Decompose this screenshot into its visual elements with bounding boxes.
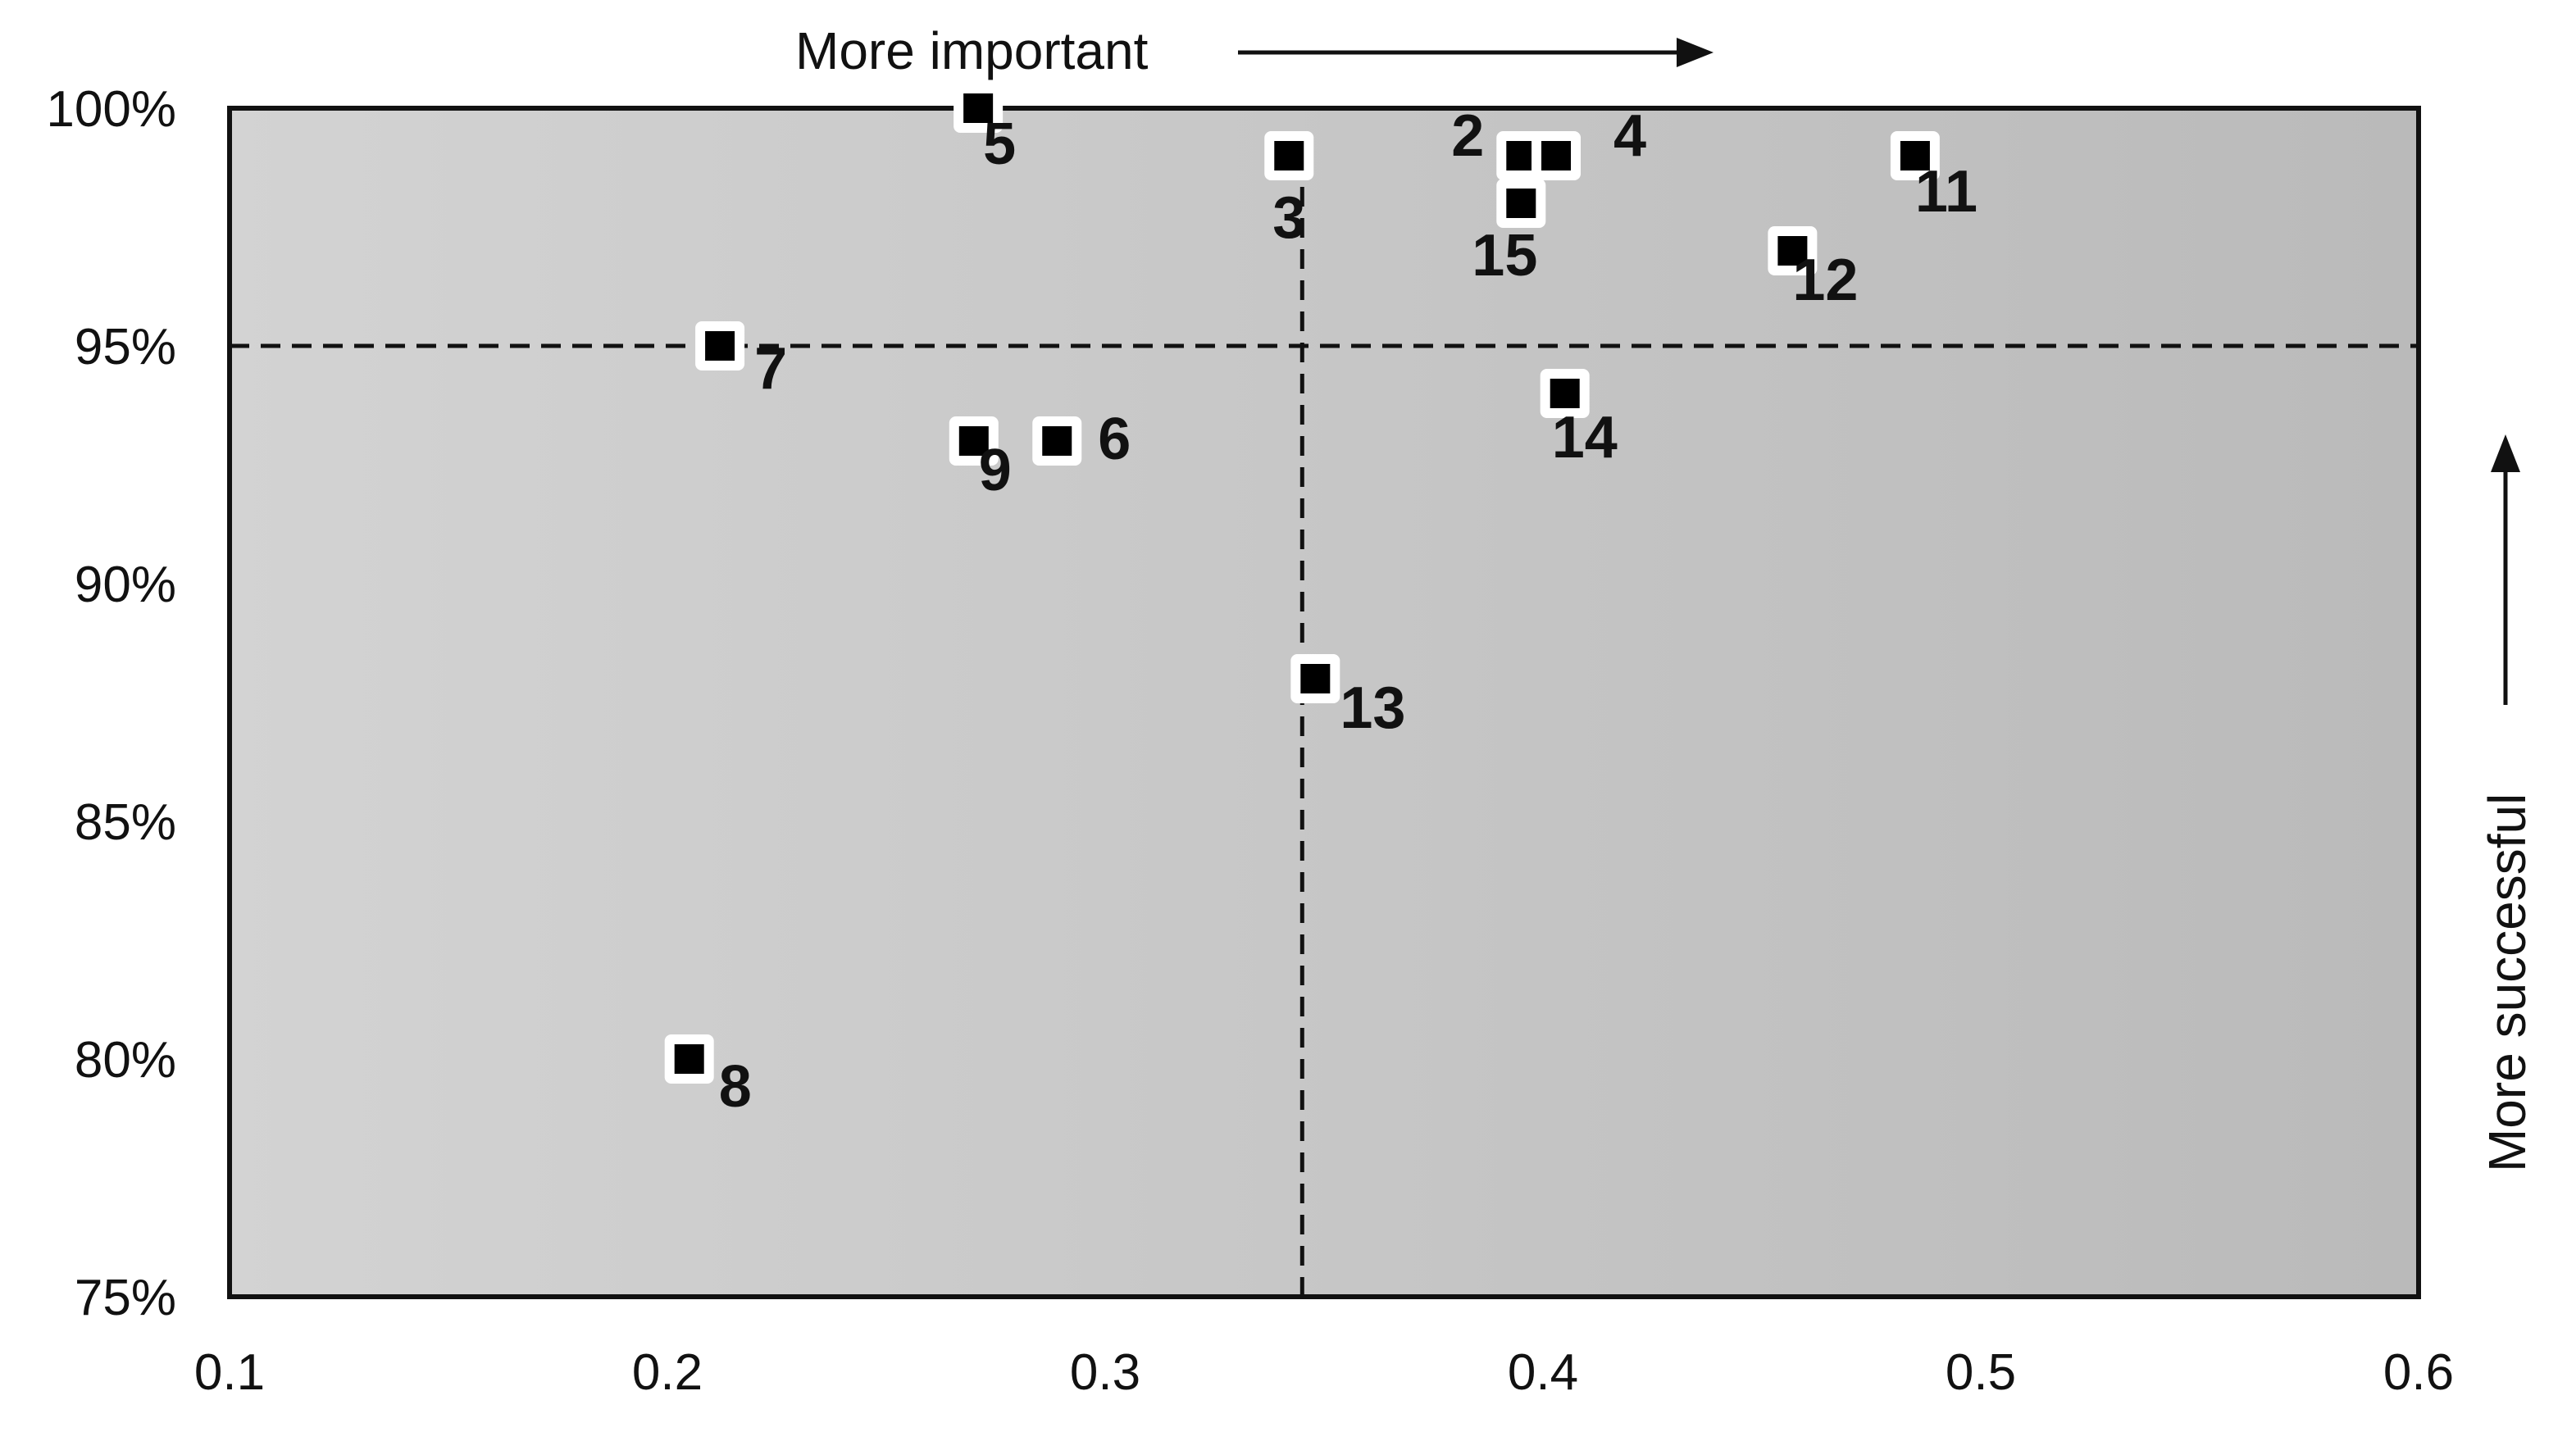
point-marker <box>1550 379 1580 408</box>
point-marker <box>705 331 735 361</box>
point-label: 13 <box>1340 675 1405 741</box>
x-tick-label: 0.6 <box>2383 1344 2454 1401</box>
point-label: 15 <box>1472 223 1537 289</box>
point-label: 6 <box>1098 407 1131 472</box>
point-marker <box>1506 189 1536 218</box>
point-marker <box>963 93 994 123</box>
point-label: 5 <box>983 111 1016 177</box>
y-tick-label: 95% <box>75 319 176 375</box>
x-direction-label: More important <box>795 21 1149 80</box>
point-marker <box>1900 141 1930 170</box>
x-tick-label: 0.5 <box>1946 1344 2016 1401</box>
point-marker <box>1274 141 1304 170</box>
y-tick-label: 90% <box>75 557 176 613</box>
point-marker <box>1506 141 1536 170</box>
y-direction-label: More successful <box>2478 793 2537 1172</box>
point-label: 9 <box>979 438 1012 503</box>
point-label: 11 <box>1915 159 1978 225</box>
y-tick-label: 100% <box>46 81 176 138</box>
point-label: 3 <box>1272 185 1305 251</box>
point-marker <box>1777 236 1808 266</box>
point-marker <box>674 1044 704 1074</box>
point-label: 14 <box>1552 405 1618 470</box>
point-label: 7 <box>754 336 787 402</box>
point-marker <box>1541 141 1572 170</box>
point-label: 4 <box>1613 103 1646 169</box>
x-tick-label: 0.4 <box>1508 1344 1578 1401</box>
y-direction-arrowhead <box>2491 434 2520 472</box>
y-tick-label: 80% <box>75 1032 176 1089</box>
x-tick-label: 0.3 <box>1070 1344 1140 1401</box>
y-tick-label: 75% <box>75 1270 176 1326</box>
point-marker <box>958 426 989 456</box>
point-label: 8 <box>719 1054 752 1120</box>
x-tick-label: 0.1 <box>194 1344 265 1401</box>
point-marker <box>1300 664 1331 693</box>
point-label: 12 <box>1792 248 1858 313</box>
point-marker <box>1042 426 1072 456</box>
y-tick-label: 85% <box>75 794 176 851</box>
x-direction-arrowhead <box>1677 38 1714 67</box>
x-tick-label: 0.2 <box>632 1344 703 1401</box>
point-label: 2 <box>1451 103 1484 169</box>
